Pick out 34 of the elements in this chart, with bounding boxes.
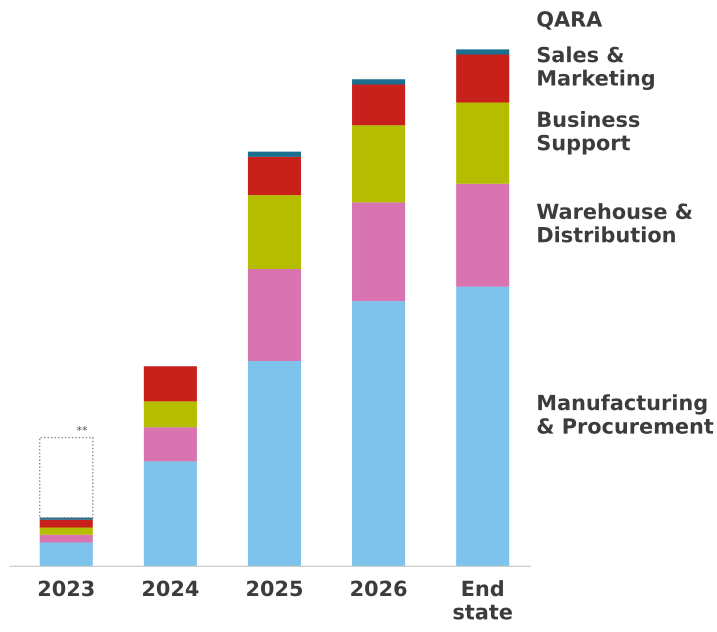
series-label: Manufacturing & Procurement (538, 394, 714, 434)
bar (248, 152, 302, 157)
bar (352, 79, 406, 84)
bar (248, 195, 302, 270)
bar (456, 184, 510, 287)
x-tick-label: 2024 (143, 580, 198, 596)
bar (352, 301, 406, 566)
bar (40, 542, 93, 566)
series-label: QARA (537, 11, 602, 30)
bar (352, 125, 406, 202)
bar (40, 520, 93, 528)
x-tick-label: End state (454, 580, 512, 620)
series-label: Sales & Marketing (538, 46, 654, 90)
x-tick-label: 2025 (247, 580, 302, 596)
bar (456, 49, 510, 54)
bar (144, 401, 197, 428)
bar (352, 84, 406, 126)
series-label: Warehouse & Distribution (536, 203, 692, 243)
annotation: ** (76, 426, 88, 432)
bar (456, 286, 510, 566)
x-tick-label: 2026 (351, 580, 406, 596)
bar (40, 528, 93, 535)
bar (456, 102, 510, 184)
bar (248, 269, 302, 362)
bar (40, 534, 93, 542)
bar (144, 427, 197, 462)
bar (248, 156, 302, 196)
bar (456, 54, 510, 103)
bar (144, 461, 197, 566)
x-tick-label: 2023 (38, 580, 94, 596)
bar (352, 202, 406, 302)
series-label: Business Support (538, 111, 640, 155)
bar (248, 361, 302, 566)
bar (144, 366, 197, 402)
